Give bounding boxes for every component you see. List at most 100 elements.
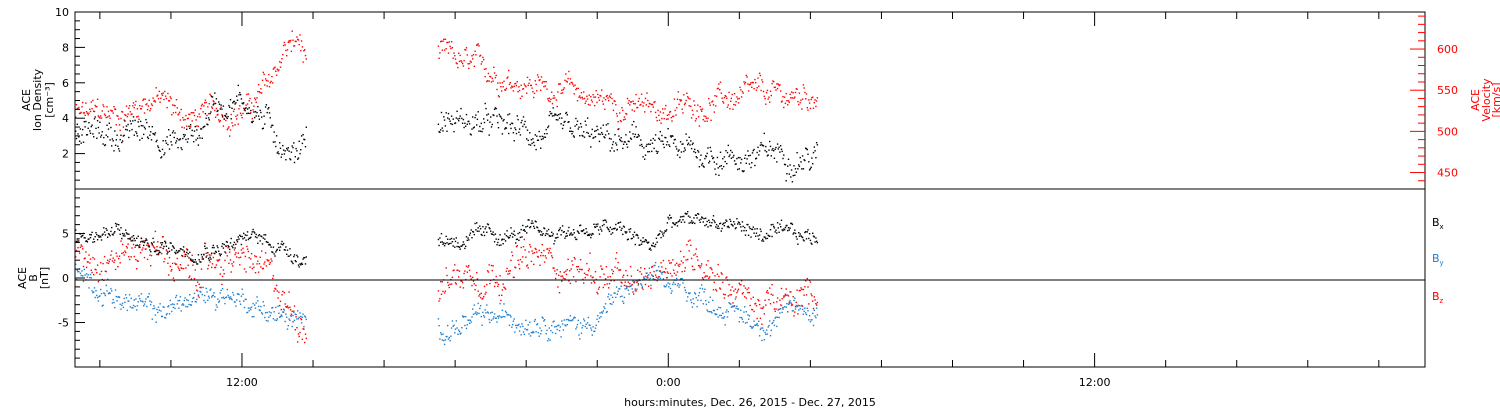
velocity-point — [265, 79, 268, 82]
bx-point — [500, 244, 502, 246]
density-point — [107, 136, 109, 138]
density-point — [704, 157, 706, 160]
velocity-point — [100, 117, 103, 119]
density-point — [464, 122, 466, 124]
by-point — [481, 324, 483, 326]
density-point — [743, 170, 745, 172]
velocity-point — [689, 98, 691, 100]
density-point — [486, 119, 489, 121]
bx-point — [558, 229, 560, 232]
bx-point — [128, 238, 131, 240]
bx-point — [730, 223, 733, 226]
bz-point — [683, 270, 686, 272]
by-point — [232, 294, 235, 296]
density-point — [640, 143, 643, 146]
bz-point — [130, 256, 132, 258]
bx-point — [722, 223, 724, 226]
by-point — [205, 287, 207, 290]
density-point — [104, 144, 107, 146]
bx-point — [545, 232, 547, 235]
density-point — [170, 141, 172, 143]
density-point — [709, 146, 711, 149]
bz-point — [149, 254, 151, 256]
bz-point — [531, 250, 533, 252]
velocity-point — [573, 93, 575, 95]
by-point — [712, 309, 715, 312]
bx-point — [581, 230, 583, 233]
velocity-point — [477, 43, 479, 45]
velocity-point — [775, 89, 777, 91]
bx-point — [790, 222, 793, 224]
bz-point — [529, 244, 531, 246]
velocity-point — [232, 110, 235, 113]
density-point — [296, 150, 298, 152]
velocity-point — [766, 89, 769, 92]
bx-point — [571, 234, 573, 236]
by-point — [715, 313, 718, 315]
velocity-point — [719, 81, 722, 83]
by-point — [539, 327, 541, 329]
velocity-point — [229, 129, 232, 131]
density-point — [796, 152, 798, 154]
by-point — [811, 319, 813, 321]
velocity-point — [440, 40, 442, 43]
bx-point — [161, 242, 164, 244]
velocity-point — [447, 41, 449, 44]
by-point — [637, 280, 639, 282]
velocity-point — [134, 104, 136, 106]
density-point — [225, 115, 227, 117]
velocity-point — [200, 105, 203, 107]
bx-point — [207, 252, 209, 254]
bz-point — [544, 255, 547, 257]
density-point — [184, 134, 186, 136]
by-point — [99, 295, 101, 297]
bz-point — [608, 287, 610, 289]
by-point — [456, 327, 458, 329]
density-point — [476, 124, 478, 126]
bx-point — [290, 260, 293, 262]
density-point — [181, 148, 183, 151]
bz-point — [704, 276, 706, 278]
density-point — [754, 164, 756, 167]
velocity-point — [635, 93, 637, 96]
by-point — [663, 285, 665, 287]
bx-point — [175, 252, 177, 255]
bx-point — [645, 239, 647, 242]
bx-point — [798, 232, 800, 234]
bx-point — [588, 234, 590, 237]
velocity-point — [790, 97, 792, 99]
density-point — [215, 98, 218, 100]
by-point — [697, 294, 700, 297]
velocity-point — [161, 93, 163, 95]
by-point — [764, 331, 766, 334]
legend-bz: Bz — [1432, 290, 1444, 305]
velocity-point — [789, 93, 791, 95]
bx-point — [676, 225, 679, 227]
density-point — [651, 142, 654, 144]
velocity-point — [249, 97, 251, 100]
density-point — [101, 131, 103, 133]
density-point — [677, 150, 679, 152]
velocity-point — [111, 110, 114, 112]
density-point — [448, 118, 450, 120]
time-tick-label: 12:00 — [1079, 376, 1111, 389]
by-point — [276, 318, 278, 320]
velocity-point — [763, 95, 765, 97]
by-point — [767, 326, 769, 328]
bz-point — [754, 303, 756, 305]
velocity-point — [710, 119, 712, 121]
bx-point — [560, 234, 562, 236]
bx-point — [483, 234, 486, 237]
density-point — [741, 170, 744, 172]
bz-point — [712, 289, 715, 291]
by-point — [488, 318, 490, 321]
density-point — [174, 132, 176, 134]
bx-point — [264, 234, 267, 236]
by-point — [558, 329, 561, 332]
velocity-point — [705, 117, 708, 119]
velocity-point — [730, 97, 733, 100]
bz-point — [771, 284, 773, 286]
by-point — [283, 309, 286, 311]
velocity-point — [624, 118, 626, 120]
bz-point — [195, 285, 197, 287]
